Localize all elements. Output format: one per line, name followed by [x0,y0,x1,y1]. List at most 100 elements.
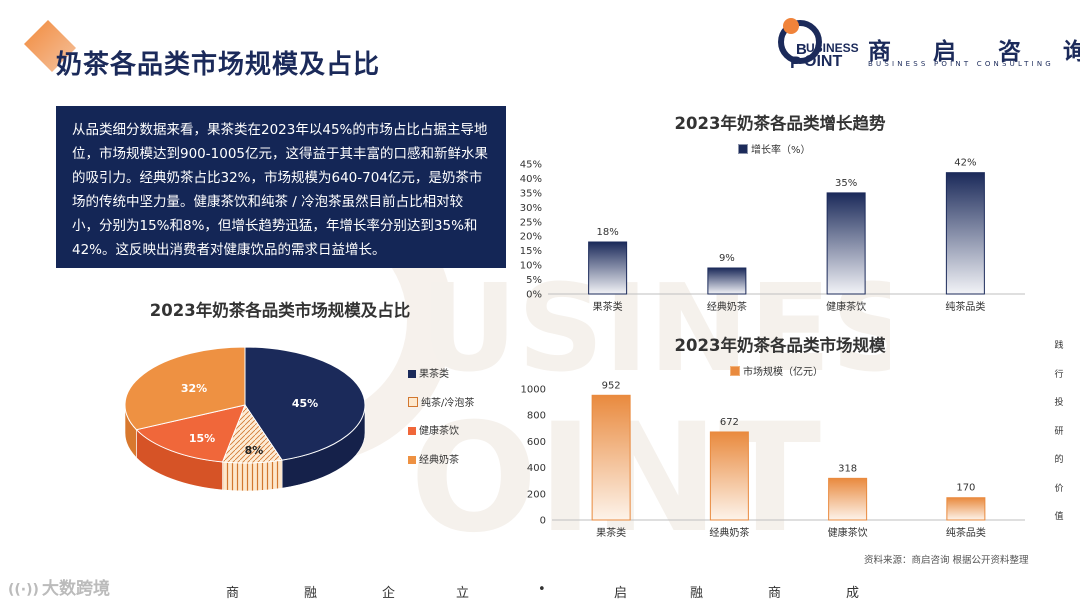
side-char: 行 [1054,369,1064,380]
growth-legend: 增长率（%） [738,141,811,156]
y-tick-label: 45% [520,160,542,171]
pie-slice [124,346,246,431]
svg-text:USINESS: USINESS [806,41,859,55]
bar [709,431,749,521]
pie-slice [244,346,366,461]
side-char: 值 [1054,512,1064,522]
pie-chart-title: 2023年奶茶各品类市场规模及占比 [149,301,411,320]
pie-legend: 果茶类纯茶/冷泡茶 健康茶饮经典奶茶 [408,365,474,479]
bar [828,477,868,521]
bottom-slogan-char: 启 [614,586,628,601]
side-char: 价 [1054,483,1064,494]
bar [707,267,747,295]
pie-legend-label: 果茶类 [419,369,449,380]
bar [826,192,866,295]
side-char: 投 [1054,398,1064,408]
svg-text:OINT: OINT [804,53,842,70]
brand-name-en: BUSINESS POINT CONSULTING [868,60,1054,68]
y-tick-label: 0% [526,290,542,301]
y-tick-label: 30% [520,203,542,214]
bar-value-label: 952 [602,380,621,391]
bar-value-label: 35% [835,178,857,189]
bottom-slogan-char: 融 [304,586,318,601]
size-chart-title: 2023年奶茶各品类市场规模 [674,336,886,355]
pie-legend-swatch [408,455,416,464]
bottom-slogan-char: 融 [690,586,704,601]
y-tick-label: 20% [520,232,542,243]
bottom-logo: ((·)) 大数跨境 [8,574,110,599]
y-tick-label: 15% [520,246,542,257]
x-tick-label: 纯茶品类 [946,526,986,539]
y-tick-label: 200 [527,489,546,500]
x-tick-label: 果茶类 [593,300,623,313]
x-tick-label: 健康茶饮 [826,300,866,313]
size-legend-label: 市场规模（亿元） [743,367,823,378]
pie-value-label: 45% [292,397,318,410]
y-tick-label: 10% [520,261,542,272]
bar [945,172,985,295]
summary-text-box: 从品类细分数据来看，果茶类在2023年以45%的市场占比占据主导地位，市场规模达… [56,106,506,268]
source-note: 资料来源：商启咨询 根据公开资料整理 [864,555,1029,566]
bar-value-label: 170 [956,483,975,494]
bar-value-label: 42% [954,158,976,169]
size-bar-chart: 0 200 400 600 800 1000 952 果茶类 672 经典奶茶 318 健康茶饮 170… [521,380,1025,539]
y-tick-label: 40% [520,174,542,185]
bottom-slogan-char: • [538,582,546,597]
y-tick-label: 0 [540,516,546,527]
bar-value-label: 9% [719,253,735,264]
bar [591,394,631,521]
y-tick-label: 1000 [521,385,546,396]
pie-legend-label: 纯茶/冷泡茶 [421,397,475,409]
svg-text:B: B [796,41,807,58]
growth-bar-chart: 0% 5% 10% 15% 20% 25% 30% 35% 40% 45% 18% 果茶类 9% 经典奶茶… [520,158,1025,313]
pie-value-label: 8% [245,444,264,457]
bar-value-label: 18% [597,227,619,238]
pie-legend-item: 经典奶茶 [408,451,474,480]
pie-legend-item: 纯茶/冷泡茶 [408,394,474,423]
pie-legend-item: 健康茶饮 [408,422,474,451]
svg-text:USINESS: USINESS [420,260,890,399]
size-legend-swatch [730,366,740,376]
x-tick-label: 健康茶饮 [828,526,868,539]
bar-value-label: 318 [838,463,857,474]
pie-value-label: 15% [189,432,215,445]
pie-slice [135,404,246,463]
bar [946,497,986,521]
side-char: 的 [1054,455,1064,465]
y-tick-label: 25% [520,217,542,228]
x-tick-label: 经典奶茶 [707,300,747,313]
y-tick-label: 800 [527,411,546,422]
brand-name-cn: 商 启 咨 询 [868,39,1080,65]
bar [588,241,628,295]
bottom-slogan-char: 商 [226,586,240,601]
pie-legend-swatch [408,396,418,407]
brand-logo: USINESS OINT B P [778,18,859,72]
pie-legend-item: 果茶类 [408,365,474,394]
bar-value-label: 672 [720,417,739,428]
bottom-slogan-char: 商 [768,586,782,601]
pie-legend-label: 健康茶饮 [419,426,459,437]
growth-legend-swatch [738,144,748,154]
pie-value-label: 32% [181,382,207,395]
page-title: 奶茶各品类市场规模及占比 [56,50,381,80]
side-vertical-text: 践行投研的价值 [1050,338,1068,538]
bottom-slogan-char: 成 [846,586,860,601]
x-tick-label: 果茶类 [596,526,626,539]
bottom-logo-icon: ((·)) [8,582,39,598]
svg-text:P: P [790,53,801,72]
pie-legend-label: 经典奶茶 [419,454,459,466]
bottom-slogan-char: 企 [382,586,396,601]
y-tick-label: 600 [527,437,546,448]
bottom-logo-text: 大数跨境 [42,579,110,599]
size-legend: 市场规模（亿元） [730,363,823,378]
y-tick-label: 400 [527,463,546,474]
growth-chart-title: 2023年奶茶各品类增长趋势 [674,114,886,133]
y-tick-label: 35% [520,188,542,199]
side-char: 研 [1054,426,1064,437]
corner-decoration [24,20,76,72]
x-tick-label: 纯茶品类 [945,300,985,313]
growth-legend-label: 增长率（%） [751,145,811,156]
pie-chart: 45% 8% 15% 32% [124,346,366,492]
pie-slice-side [222,459,283,492]
side-char: 践 [1054,341,1064,351]
